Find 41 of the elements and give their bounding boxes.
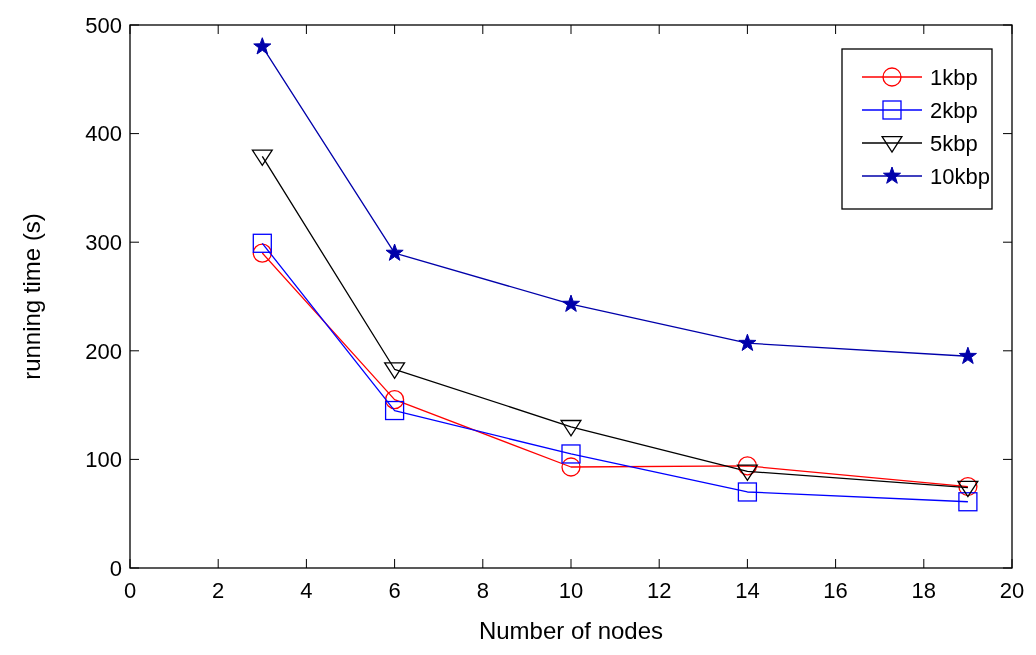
y-tick-label: 500: [85, 12, 122, 38]
point: [561, 294, 581, 312]
point: [958, 476, 978, 497]
x-tick-label: 12: [646, 578, 672, 603]
point: [736, 464, 758, 481]
y-tick-label: 400: [85, 121, 122, 147]
point: [957, 480, 979, 498]
x-tick-label: 8: [476, 578, 489, 603]
x-tick-label: 18: [911, 578, 937, 603]
point: [252, 233, 272, 253]
point: [253, 37, 272, 55]
point: [738, 333, 757, 351]
point: [561, 457, 581, 477]
point: [958, 492, 978, 512]
x-tick-label: 10: [558, 578, 584, 603]
y-tick-label: 100: [85, 447, 122, 473]
point: [252, 243, 272, 263]
x-tick-label: 20: [999, 578, 1025, 603]
point: [385, 243, 404, 261]
y-tick-label: 200: [85, 338, 122, 364]
legend-label: 2kbp: [930, 97, 978, 123]
x-tick-label: 4: [300, 578, 313, 603]
legend-label: 1kbp: [930, 64, 978, 90]
x-tick-label: 16: [823, 578, 848, 603]
x-axis-title: Number of nodes: [478, 617, 664, 644]
y-tick-label: 300: [85, 229, 122, 255]
point: [384, 400, 405, 421]
point: [958, 346, 977, 365]
point: [384, 390, 405, 410]
point: [561, 444, 581, 464]
y-tick-label: 0: [109, 555, 122, 581]
legend-label: 5kbp: [930, 130, 978, 156]
y-axis-title: running time (s): [18, 213, 45, 380]
x-tick-label: 6: [388, 578, 401, 603]
x-tick-label: 2: [212, 578, 225, 603]
point: [737, 482, 758, 502]
point: [384, 362, 406, 379]
x-tick-label: 14: [735, 578, 760, 603]
point: [737, 456, 758, 476]
legend-label: 10kbp: [930, 163, 990, 189]
point: [560, 419, 582, 437]
